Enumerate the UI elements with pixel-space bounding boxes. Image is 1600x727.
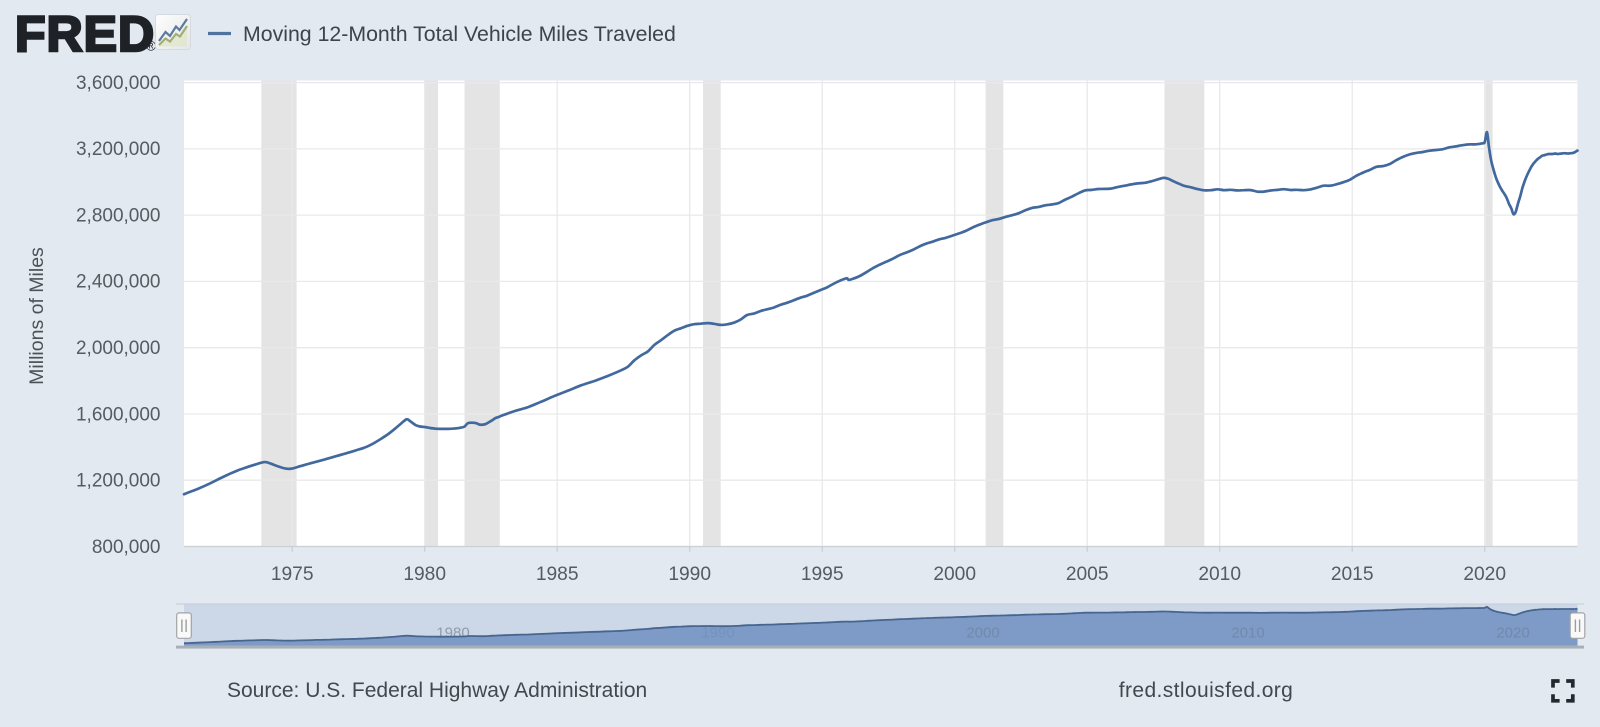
svg-text:1980: 1980 [403, 564, 446, 585]
svg-text:3,200,000: 3,200,000 [76, 139, 161, 160]
svg-text:2005: 2005 [1066, 564, 1109, 585]
svg-text:1975: 1975 [271, 564, 314, 585]
svg-text:1,200,000: 1,200,000 [76, 471, 161, 492]
svg-text:3,600,000: 3,600,000 [76, 73, 161, 94]
svg-text:1985: 1985 [536, 564, 579, 585]
svg-text:2,400,000: 2,400,000 [76, 272, 161, 293]
svg-text:1990: 1990 [668, 564, 711, 585]
svg-text:2,800,000: 2,800,000 [76, 205, 161, 226]
svg-text:2020: 2020 [1496, 625, 1529, 642]
svg-text:FRED: FRED [15, 6, 155, 62]
svg-text:800,000: 800,000 [92, 537, 161, 558]
svg-text:1,600,000: 1,600,000 [76, 404, 161, 425]
svg-text:Moving 12-Month Total Vehicle: Moving 12-Month Total Vehicle Miles Trav… [243, 22, 676, 46]
svg-text:2015: 2015 [1331, 564, 1374, 585]
svg-text:fred.stlouisfed.org: fred.stlouisfed.org [1119, 679, 1294, 702]
svg-text:2010: 2010 [1231, 625, 1264, 642]
svg-text:2000: 2000 [966, 625, 999, 642]
svg-text:2,000,000: 2,000,000 [76, 338, 161, 359]
svg-text:Source: U.S. Federal Highway A: Source: U.S. Federal Highway Administrat… [227, 679, 647, 702]
svg-text:2000: 2000 [933, 564, 976, 585]
svg-text:2020: 2020 [1463, 564, 1506, 585]
svg-text:Millions of Miles: Millions of Miles [26, 247, 48, 385]
svg-text:®: ® [146, 39, 156, 54]
svg-text:1995: 1995 [801, 564, 844, 585]
svg-text:2010: 2010 [1198, 564, 1241, 585]
